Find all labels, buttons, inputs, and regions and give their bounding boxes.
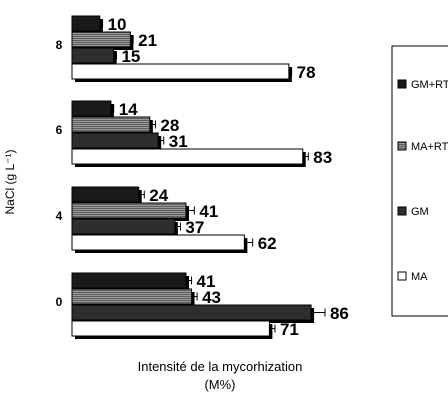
bar-ma-6 [71, 148, 304, 165]
legend-swatch-gmrt [397, 79, 407, 89]
bar-gm-0 [71, 304, 312, 321]
data-label-ma-0: 71 [280, 320, 299, 339]
legend-label-gmrt: GM+RT [411, 79, 448, 91]
bar-ma-0 [71, 320, 270, 337]
data-label-gmrt-6: 14 [119, 100, 138, 119]
legend-swatch-mart [397, 141, 407, 151]
data-label-mart-4: 41 [199, 202, 218, 221]
bar-ma-8 [71, 63, 290, 80]
data-label-ma-8: 78 [297, 63, 316, 82]
bar-gmrt-4 [71, 186, 140, 203]
bar-gmrt-0 [71, 272, 187, 289]
data-label-ma-6: 83 [313, 148, 332, 167]
x-axis-label-line1: Intensité de la mycorhization [138, 359, 303, 374]
data-label-mart-6: 28 [160, 116, 179, 135]
data-label-gmrt-0: 41 [197, 272, 216, 291]
category-label-0: 0 [56, 295, 63, 309]
category-label-8: 8 [56, 38, 63, 52]
bar-mart-6 [71, 116, 151, 133]
data-label-gm-6: 31 [169, 132, 188, 151]
data-label-mart-0: 43 [202, 288, 221, 307]
legend-swatch-ma [397, 271, 407, 281]
legend-label-ma: MA [411, 271, 428, 283]
category-ticks-layer: 0 4 6 8 [56, 38, 63, 309]
data-label-gmrt-8: 10 [108, 15, 127, 34]
data-label-mart-8: 21 [138, 31, 157, 50]
bar-gm-4 [71, 218, 176, 235]
category-label-4: 4 [56, 209, 63, 223]
legend-swatch-gm [397, 206, 407, 216]
legend: GM+RT MA+RT GM MA [391, 45, 448, 317]
category-label-6: 6 [56, 123, 63, 137]
legend-label-mart: MA+RT [411, 141, 448, 153]
data-label-gmrt-4: 24 [149, 186, 168, 205]
legend-label-gm: GM [411, 206, 429, 218]
bar-ma-4 [71, 234, 245, 251]
x-axis-label-line2: (M%) [204, 377, 235, 392]
bar-gm-6 [71, 132, 159, 149]
bar-gmrt-8 [71, 15, 101, 32]
legend-box [391, 45, 448, 317]
y-axis-label: NaCl (g L⁻¹) [3, 149, 17, 214]
bar-gm-8 [71, 47, 115, 64]
bar-mart-4 [71, 202, 187, 219]
data-label-gm-8: 15 [121, 47, 140, 66]
bar-mart-0 [71, 288, 193, 305]
bar-mart-8 [71, 31, 131, 48]
bar-gmrt-6 [71, 100, 112, 117]
data-label-ma-4: 62 [258, 234, 277, 253]
data-label-gm-0: 86 [330, 304, 349, 323]
data-label-gm-4: 37 [185, 218, 204, 237]
